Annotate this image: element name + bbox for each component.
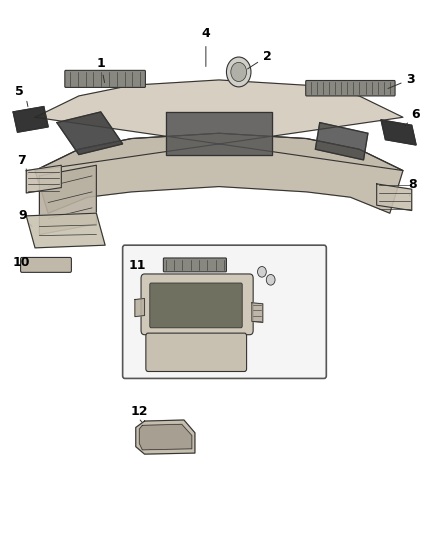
Circle shape xyxy=(258,266,266,277)
Polygon shape xyxy=(139,424,192,450)
Polygon shape xyxy=(315,123,368,160)
Polygon shape xyxy=(57,112,123,155)
Text: 9: 9 xyxy=(18,208,27,222)
Text: 12: 12 xyxy=(131,405,148,418)
Text: 6: 6 xyxy=(412,108,420,122)
Circle shape xyxy=(226,57,251,87)
Text: 4: 4 xyxy=(201,27,210,41)
FancyBboxPatch shape xyxy=(150,283,242,328)
FancyBboxPatch shape xyxy=(306,80,395,96)
Polygon shape xyxy=(136,420,195,454)
Polygon shape xyxy=(166,112,272,155)
Text: 8: 8 xyxy=(408,177,417,191)
Text: 7: 7 xyxy=(17,154,25,167)
Text: 5: 5 xyxy=(15,85,24,98)
Text: 11: 11 xyxy=(128,259,146,272)
Text: 3: 3 xyxy=(388,72,415,88)
Polygon shape xyxy=(13,107,48,132)
FancyBboxPatch shape xyxy=(163,258,226,272)
Circle shape xyxy=(266,274,275,285)
Polygon shape xyxy=(26,165,61,193)
Polygon shape xyxy=(377,184,412,211)
Polygon shape xyxy=(35,80,403,171)
FancyBboxPatch shape xyxy=(65,70,145,87)
Polygon shape xyxy=(26,213,105,248)
Text: 1: 1 xyxy=(96,56,105,83)
FancyBboxPatch shape xyxy=(21,257,71,272)
Text: 2: 2 xyxy=(247,50,272,69)
Polygon shape xyxy=(135,298,145,317)
FancyBboxPatch shape xyxy=(123,245,326,378)
Polygon shape xyxy=(252,303,263,322)
Polygon shape xyxy=(35,133,403,213)
Circle shape xyxy=(231,62,247,82)
FancyBboxPatch shape xyxy=(141,274,253,335)
Polygon shape xyxy=(381,120,416,145)
FancyBboxPatch shape xyxy=(146,333,247,372)
Polygon shape xyxy=(39,165,96,235)
Text: 10: 10 xyxy=(12,256,30,270)
